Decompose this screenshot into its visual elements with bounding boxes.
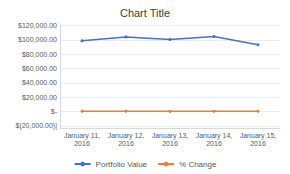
svg-text:$80,000.00: $80,000.00: [22, 51, 57, 58]
svg-text:January 11,: January 11,: [64, 132, 100, 140]
svg-text:$20,000.00: $20,000.00: [22, 94, 57, 101]
svg-text:% Change: % Change: [179, 160, 217, 169]
svg-text:Chart Title: Chart Title: [120, 7, 170, 19]
svg-text:2016: 2016: [250, 140, 266, 147]
svg-text:January 12,: January 12,: [108, 132, 145, 140]
svg-text:January 14,: January 14,: [196, 132, 233, 140]
svg-text:Portfolio Value: Portfolio Value: [96, 160, 148, 169]
svg-text:$40,000.00: $40,000.00: [22, 79, 57, 86]
svg-text:2016: 2016: [74, 140, 90, 147]
svg-text:2016: 2016: [162, 140, 178, 147]
svg-text:January 13,: January 13,: [152, 132, 189, 140]
svg-text:$-: $-: [51, 108, 58, 115]
svg-text:2016: 2016: [118, 140, 134, 147]
svg-text:$(20,000.00)|: $(20,000.00)|: [15, 122, 57, 130]
svg-text:$100,000.00: $100,000.00: [18, 36, 57, 43]
svg-text:2016: 2016: [206, 140, 222, 147]
svg-text:$120,000.00: $120,000.00: [18, 22, 57, 29]
svg-text:$60,000.00: $60,000.00: [22, 65, 57, 72]
svg-text:January 15,: January 15,: [240, 132, 277, 140]
